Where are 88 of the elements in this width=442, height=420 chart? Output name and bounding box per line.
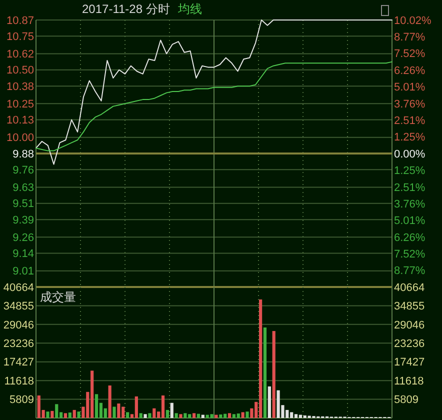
y2-tick-label: 17427 — [394, 356, 425, 369]
bar — [246, 412, 249, 418]
y-tick-label: 17427 — [3, 356, 34, 369]
y-tick-label: 10.87 — [6, 14, 34, 27]
bar — [108, 385, 112, 418]
bar — [72, 410, 76, 418]
text: 均线 — [177, 2, 202, 16]
y2-tick-label: 34855 — [394, 300, 425, 313]
bar — [201, 414, 204, 418]
bar — [148, 413, 152, 418]
bar — [196, 414, 200, 418]
line-series — [36, 20, 392, 165]
y-tick-label: 10.13 — [6, 114, 34, 127]
bar — [219, 414, 222, 418]
y2-tick-label: 7.52% — [394, 248, 426, 261]
bar — [46, 412, 50, 418]
bar — [166, 410, 169, 418]
bar — [272, 331, 276, 418]
y2-tick-label: 1.25% — [394, 132, 426, 144]
y2-tick-label: 6.26% — [394, 232, 426, 244]
bar — [214, 414, 218, 418]
y2-tick-label: 11618 — [394, 375, 424, 388]
y2-tick-label: 10.02% — [394, 14, 432, 27]
y2-tick-label: 7.52% — [394, 48, 426, 60]
bar — [241, 412, 244, 418]
y2-tick-label: 5.01% — [394, 82, 426, 94]
y-tick-label: 23236 — [3, 338, 34, 350]
y-tick-label: 9.51 — [12, 198, 34, 210]
y-tick-label: 9.76 — [12, 164, 34, 177]
bar — [236, 413, 240, 418]
y2-tick-label: 0.00% — [394, 148, 426, 160]
bar — [64, 413, 68, 418]
bar — [112, 406, 116, 418]
y-tick-label: 10.62 — [6, 48, 34, 61]
bar — [55, 404, 58, 418]
y-tick-label: 5809 — [10, 394, 34, 406]
y-tick-label: 9.39 — [12, 214, 34, 226]
y-tick-label: 9.63 — [12, 182, 34, 194]
bar — [184, 413, 187, 418]
y-tick-label: 10.50 — [6, 64, 34, 77]
y2-tick-label: 8.77% — [394, 265, 426, 278]
y-tick-label: 10.75 — [6, 31, 34, 44]
y2-tick-label: 8.77% — [394, 32, 426, 44]
bar — [126, 412, 130, 418]
y-tick-label: 11618 — [4, 375, 34, 388]
y2-tick-label: 23236 — [394, 338, 425, 350]
bar — [139, 413, 142, 418]
chart-title: 成交量 — [40, 290, 76, 304]
bar — [228, 413, 232, 418]
bar — [179, 414, 182, 418]
y-tick-label: 10.38 — [6, 80, 34, 93]
bar — [263, 327, 267, 418]
bar — [294, 414, 298, 418]
bar — [68, 412, 72, 418]
bar — [94, 394, 98, 418]
chart-title: 2017-11-28 分时 — [82, 2, 170, 16]
bar — [117, 404, 120, 418]
bar — [144, 414, 147, 418]
y-tick-label: 9.01 — [12, 266, 34, 278]
y2-tick-label: 6.26% — [394, 64, 426, 77]
y-tick-label: 29046 — [3, 319, 34, 332]
y-tick-label: 10.25 — [6, 98, 34, 110]
y2-tick-label: 29046 — [394, 319, 425, 332]
y2-tick-label: 1.25% — [394, 165, 426, 178]
y-tick-label: 34855 — [3, 300, 34, 313]
bar — [134, 396, 138, 418]
y2-tick-label: 3.76% — [394, 98, 426, 110]
y-tick-label: 40664 — [3, 282, 34, 294]
y2-tick-label: 3.76% — [394, 198, 426, 210]
y2-tick-label: 40664 — [394, 282, 425, 294]
bar — [152, 408, 156, 418]
line-series — [36, 61, 392, 152]
y2-tick-label: 5.01% — [394, 215, 426, 228]
bar — [210, 414, 214, 418]
bar — [50, 410, 54, 418]
bar — [161, 395, 165, 418]
bar — [170, 402, 174, 418]
y2-tick-label: 5809 — [394, 394, 418, 406]
y2-tick-label: 2.51% — [394, 182, 426, 194]
y-tick-label: 9.14 — [12, 248, 34, 260]
y2-tick-label: 2.51% — [394, 114, 426, 127]
bar — [192, 413, 196, 418]
y-tick-label: 9.88 — [12, 148, 34, 160]
y-tick-label: 9.26 — [12, 232, 34, 244]
bar — [268, 386, 271, 418]
bar — [174, 413, 178, 418]
bar — [77, 412, 80, 418]
y-tick-label: 10.00 — [6, 132, 34, 144]
